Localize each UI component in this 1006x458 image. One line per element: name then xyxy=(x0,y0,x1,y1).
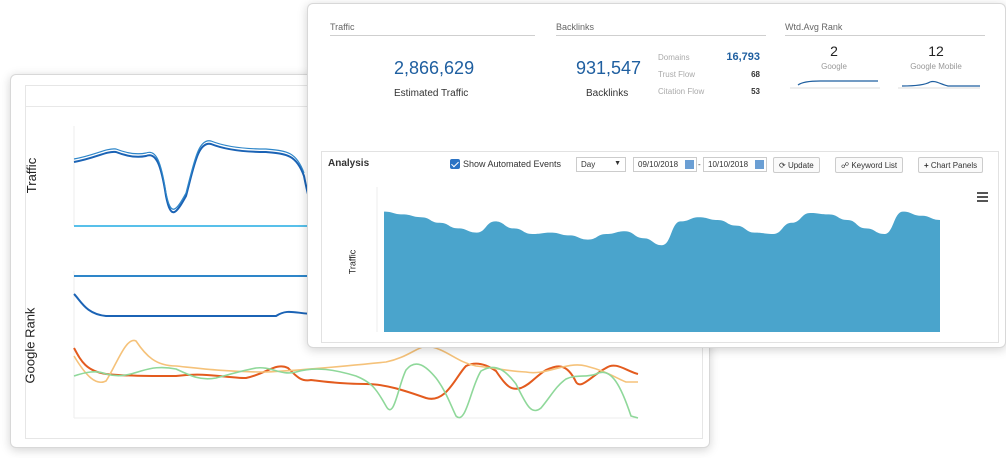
seo-dashboard-card: Traffic 2,866,629 Estimated Traffic Back… xyxy=(307,3,1006,348)
rank-line-green xyxy=(73,363,639,419)
refresh-icon: ⟳ xyxy=(779,161,786,170)
date-from-value: 09/10/2018 xyxy=(638,160,679,169)
rank-line-yellow xyxy=(73,339,638,383)
google-rank-value: 2 xyxy=(830,43,838,59)
date-separator: - xyxy=(698,160,701,169)
rank-line-orange xyxy=(73,347,639,400)
analysis-panel: Analysis Show Automated Events Day ▼ 09/… xyxy=(321,151,999,343)
traffic-area-series xyxy=(384,211,940,332)
rank-sparklines xyxy=(790,80,980,89)
google-mobile-rank-value: 12 xyxy=(928,43,944,59)
keyword-list-button[interactable]: ☍ Keyword List xyxy=(835,157,904,173)
backlinks-section-divider xyxy=(556,35,766,36)
date-from-field[interactable]: 09/10/2018 xyxy=(633,157,697,172)
calendar-icon[interactable] xyxy=(755,160,764,169)
trust-flow-label: Trust Flow xyxy=(658,70,696,79)
analysis-title: Analysis xyxy=(328,158,370,169)
update-button[interactable]: ⟳ Update xyxy=(773,157,820,173)
show-automated-events-checkbox[interactable] xyxy=(450,159,460,169)
chart-panels-button[interactable]: + Chart Panels xyxy=(918,157,984,173)
link-icon: ☍ xyxy=(841,161,850,170)
traffic-section-divider xyxy=(330,35,535,36)
google-rank-label: Google xyxy=(821,62,847,71)
chevron-down-icon: ▼ xyxy=(614,160,621,167)
update-button-label: Update xyxy=(787,161,814,170)
date-to-value: 10/10/2018 xyxy=(708,160,749,169)
backlinks-section-title: Backlinks xyxy=(556,22,595,32)
domains-value: 16,793 xyxy=(726,51,760,63)
citation-flow-label: Citation Flow xyxy=(658,87,705,96)
rank-section-title: Wtd.Avg Rank xyxy=(785,22,843,32)
backlinks-value: 931,547 xyxy=(576,58,642,78)
interval-value: Day xyxy=(581,160,596,169)
calendar-icon[interactable] xyxy=(685,160,694,169)
traffic-line-primary xyxy=(73,142,317,214)
traffic-line-secondary xyxy=(73,140,305,210)
traffic-area-chart xyxy=(376,187,941,332)
show-automated-events-label: Show Automated Events xyxy=(463,159,562,169)
chart-menu-icon[interactable] xyxy=(977,192,988,204)
date-to-field[interactable]: 10/10/2018 xyxy=(703,157,767,172)
keyword-list-button-label: Keyword List xyxy=(851,161,898,170)
google-mobile-rank-label: Google Mobile xyxy=(910,62,962,71)
rank-line-blue xyxy=(73,293,317,317)
estimated-traffic-label: Estimated Traffic xyxy=(394,88,469,99)
backlinks-label: Backlinks xyxy=(586,88,629,99)
domains-label: Domains xyxy=(658,53,690,62)
citation-flow-value: 53 xyxy=(751,87,760,96)
interval-select[interactable]: Day ▼ xyxy=(576,157,626,172)
rank-section-divider xyxy=(785,35,985,36)
back-line-charts xyxy=(73,126,639,419)
estimated-traffic-value: 2,866,629 xyxy=(394,58,475,78)
plus-icon: + xyxy=(924,161,929,170)
chart-panels-button-label: Chart Panels xyxy=(930,161,978,170)
trust-flow-value: 68 xyxy=(751,70,760,79)
traffic-section-title: Traffic xyxy=(330,22,355,32)
